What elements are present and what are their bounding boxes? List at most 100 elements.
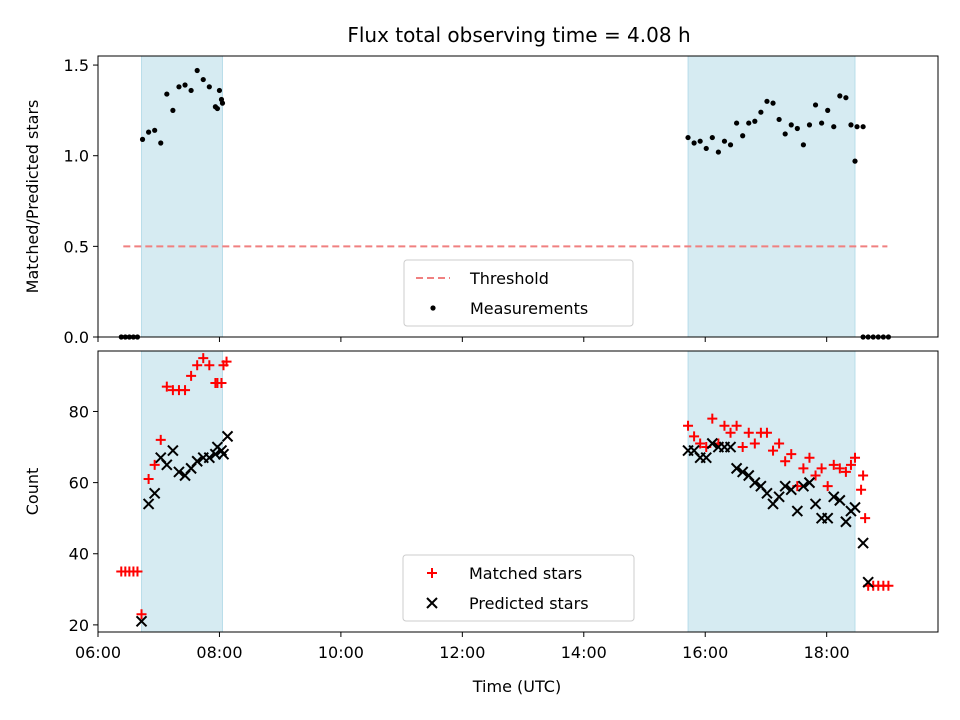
- series-predicted-stars: [135, 430, 874, 628]
- y-tick-label: 0.5: [64, 237, 89, 256]
- data-point: [158, 140, 164, 146]
- data-point: [858, 470, 869, 481]
- data-point: [809, 498, 822, 510]
- series-matched-stars: [116, 353, 894, 620]
- data-point: [152, 127, 158, 133]
- data-point: [689, 431, 700, 442]
- data-point: [786, 449, 797, 460]
- data-point: [862, 576, 874, 588]
- legend-label: Threshold: [469, 269, 549, 288]
- data-point: [203, 452, 216, 464]
- data-point: [695, 438, 706, 449]
- data-point: [186, 370, 197, 381]
- data-point: [176, 84, 182, 90]
- data-point: [740, 133, 746, 139]
- data-point: [180, 385, 191, 396]
- data-point: [216, 87, 223, 94]
- data-point: [188, 87, 194, 94]
- data-point: [834, 463, 845, 474]
- data-point: [850, 452, 861, 463]
- data-point: [691, 140, 697, 146]
- y-tick-label: 1.5: [64, 56, 89, 75]
- data-point: [794, 125, 800, 132]
- data-point: [142, 498, 155, 510]
- data-point: [725, 427, 736, 438]
- data-point: [837, 93, 843, 99]
- data-point: [749, 438, 760, 449]
- data-point: [135, 615, 148, 628]
- data-point: [182, 82, 188, 88]
- data-point: [883, 580, 894, 591]
- data-point: [219, 100, 226, 106]
- data-point: [709, 134, 715, 141]
- x-tick-label: 18:00: [804, 643, 850, 662]
- data-point: [831, 124, 837, 130]
- data-point: [840, 516, 852, 528]
- data-point: [821, 512, 834, 524]
- data-point: [146, 129, 152, 135]
- y-tick-label: 1.0: [64, 147, 89, 166]
- data-point: [845, 459, 856, 470]
- legend-marker: [430, 305, 436, 311]
- shaded-interval: [687, 55, 856, 338]
- data-point: [191, 455, 203, 467]
- data-point: [685, 134, 691, 141]
- legend: Matched stars Predicted stars: [402, 554, 635, 622]
- data-point: [212, 378, 223, 389]
- data-point: [803, 476, 816, 489]
- data-point: [806, 122, 813, 128]
- data-point: [828, 459, 839, 470]
- data-point: [834, 494, 846, 507]
- data-point: [779, 480, 791, 492]
- axes-frame: [97, 55, 939, 338]
- data-point: [200, 76, 206, 83]
- legend: Threshold Measurements: [403, 259, 634, 327]
- top-axes: 0.0 0.5 1.0 1.5 Matched/Predicted stars Thres…: [23, 55, 939, 347]
- data-point: [810, 470, 821, 481]
- data-point: [132, 566, 143, 577]
- data-point: [719, 420, 730, 431]
- data-point: [214, 105, 221, 112]
- x-tick-label: 08:00: [196, 643, 242, 662]
- axes-frame: [97, 350, 939, 633]
- data-point: [804, 452, 815, 463]
- x-axis-label: Time (UTC): [472, 677, 561, 696]
- data-point: [791, 505, 804, 517]
- data-point: [715, 149, 721, 155]
- y-tick-label: 80: [69, 402, 89, 421]
- data-point: [761, 427, 772, 438]
- data-point: [840, 466, 851, 477]
- chart-title: Flux total observing time = 4.08 h: [347, 23, 690, 47]
- data-point: [776, 116, 782, 123]
- data-point: [170, 107, 176, 113]
- series-measurements: [118, 67, 892, 340]
- data-point: [822, 481, 833, 492]
- data-point: [136, 609, 147, 620]
- data-point: [164, 91, 170, 97]
- data-point: [730, 462, 743, 475]
- data-point: [161, 459, 173, 471]
- data-point: [204, 360, 215, 371]
- data-point: [860, 124, 866, 130]
- x-tick-label: 14:00: [561, 643, 607, 662]
- data-point: [167, 444, 179, 457]
- x-tick-label: 10:00: [318, 643, 364, 662]
- data-point: [707, 413, 718, 424]
- data-point: [860, 513, 871, 524]
- data-point: [785, 484, 797, 496]
- data-point: [797, 480, 810, 492]
- data-point: [700, 452, 712, 464]
- data-point: [743, 427, 754, 438]
- data-point: [828, 491, 840, 503]
- data-point: [727, 142, 734, 148]
- data-point: [770, 100, 776, 106]
- data-point: [849, 501, 861, 514]
- legend-label: Matched stars: [469, 564, 582, 583]
- data-point: [706, 437, 719, 450]
- data-point: [149, 459, 160, 470]
- data-point: [825, 107, 831, 113]
- data-point: [155, 434, 166, 445]
- y-tick-label: 60: [69, 474, 89, 493]
- data-point: [843, 95, 849, 101]
- y-tick-label: 0.0: [64, 328, 89, 347]
